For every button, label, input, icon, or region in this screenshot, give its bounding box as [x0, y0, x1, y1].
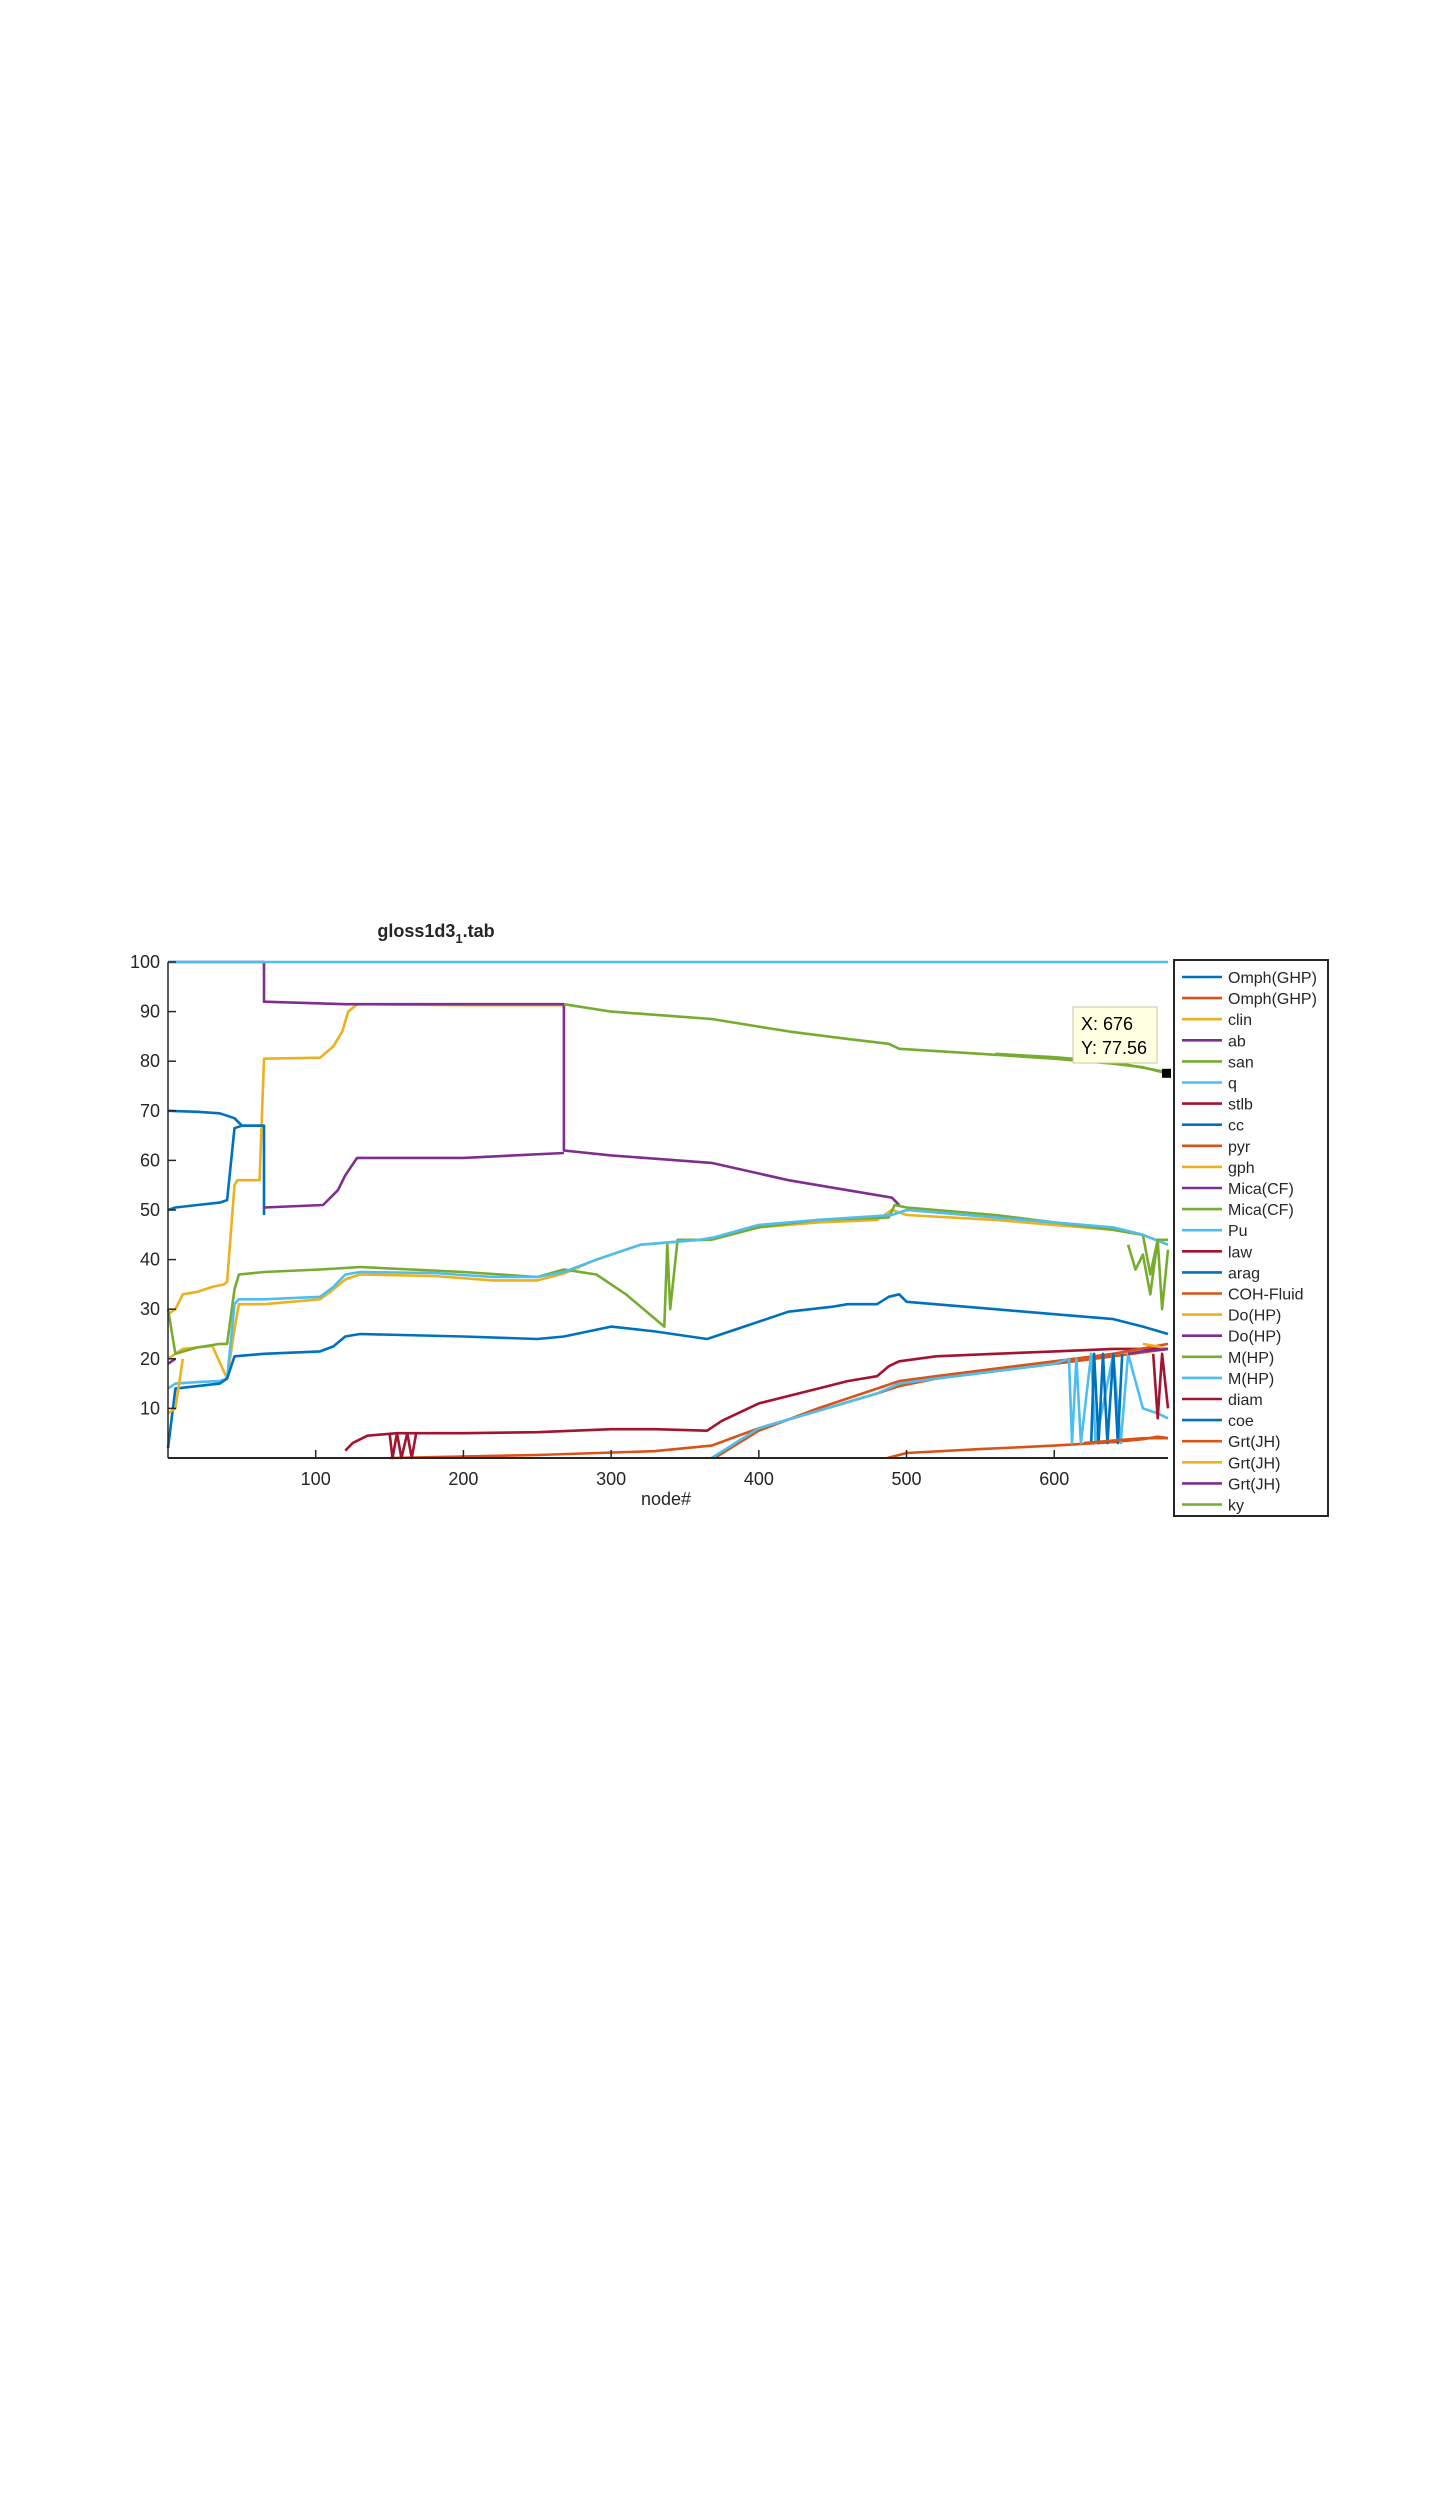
series-line-15 — [166, 1293, 1169, 1449]
series-layer — [166, 960, 1170, 1460]
y-tick-label: 40 — [140, 1250, 160, 1270]
series-line-7 — [344, 1347, 1168, 1452]
series-line-18 — [167, 1357, 177, 1365]
legend-label-9: pyr — [1228, 1139, 1251, 1156]
legend-label-5: san — [1228, 1054, 1254, 1071]
datatip-y: Y: 77.56 — [1081, 1038, 1147, 1058]
y-tick-label: 80 — [140, 1051, 160, 1071]
datatip-marker — [1162, 1068, 1172, 1078]
legend-label-22: coe — [1228, 1413, 1254, 1430]
x-ticks: 100 200 300 400 500 600 — [301, 1450, 1069, 1489]
series-line-3 — [167, 1002, 564, 1316]
datatip-x: X: 676 — [1081, 1014, 1133, 1034]
y-tick-label: 50 — [140, 1200, 160, 1220]
series-line-4 — [168, 960, 901, 1206]
datatip-box — [1072, 1006, 1158, 1064]
datatip[interactable]: X: 676 Y: 77.56 — [1072, 1006, 1172, 1078]
y-tick-label: 10 — [140, 1398, 160, 1418]
x-axis-label: node# — [641, 1489, 691, 1509]
series-line-25 — [1127, 1347, 1169, 1356]
chart-title-suffix: .tab — [463, 921, 495, 941]
y-tick-label: 30 — [140, 1299, 160, 1319]
legend-label-23: Grt(JH) — [1228, 1434, 1280, 1451]
series-line-21 — [1151, 1352, 1170, 1420]
legend-label-20: M(HP) — [1228, 1371, 1274, 1388]
legend-label-13: Pu — [1228, 1223, 1248, 1240]
legend-label-8: cc — [1228, 1118, 1244, 1135]
legend-label-17: Do(HP) — [1228, 1308, 1281, 1325]
legend-box — [1173, 959, 1329, 1517]
y-tick-label: 70 — [140, 1101, 160, 1121]
y-tick-label: 100 — [130, 952, 160, 972]
chart-title-main: gloss1d3 — [377, 921, 455, 941]
y-tick-label: 90 — [140, 1002, 160, 1022]
legend-label-26: ky — [1228, 1498, 1244, 1515]
legend-label-18: Do(HP) — [1228, 1329, 1281, 1346]
plot-area — [168, 962, 1168, 1458]
y-ticks: 10 20 30 40 50 60 70 80 90 100 — [130, 952, 176, 1418]
series-line-22 — [1089, 1352, 1124, 1445]
series-line-11 — [263, 1151, 564, 1209]
legend-label-11: Mica(CF) — [1228, 1181, 1294, 1198]
legend-label-15: arag — [1228, 1265, 1260, 1282]
x-tick-label: 300 — [596, 1469, 626, 1489]
legend[interactable]: Omph(GHP) Omph(GHP) clin ab san q stlb cc pyr gph… — [1173, 959, 1329, 1517]
x-tick-label: 600 — [1039, 1469, 1069, 1489]
legend-label-3: clin — [1228, 1012, 1252, 1029]
legend-label-16: COH-Fluid — [1228, 1287, 1304, 1304]
x-tick-label: 500 — [892, 1469, 922, 1489]
y-tick-label: 20 — [140, 1349, 160, 1369]
legend-label-25: Grt(JH) — [1228, 1476, 1280, 1493]
legend-items: Omph(GHP) Omph(GHP) clin ab san q stlb cc pyr gph… — [1182, 970, 1317, 1515]
series-line-20 — [710, 1352, 1169, 1460]
x-tick-label: 200 — [448, 1469, 478, 1489]
legend-label-7: stlb — [1228, 1097, 1253, 1114]
legend-label-1: Omph(GHP) — [1228, 970, 1317, 987]
legend-label-12: Mica(CF) — [1228, 1202, 1294, 1219]
chart-title: gloss1d31.tab — [377, 921, 494, 946]
legend-label-6: q — [1228, 1076, 1237, 1093]
legend-label-21: diam — [1228, 1392, 1263, 1409]
legend-label-4: ab — [1228, 1033, 1246, 1050]
series-line-19 — [1126, 1238, 1170, 1311]
legend-label-19: M(HP) — [1228, 1350, 1274, 1367]
legend-label-24: Grt(JH) — [1228, 1455, 1280, 1472]
series-line-23 — [1083, 1436, 1168, 1445]
series-line-13 — [167, 1208, 1169, 1390]
chart-title-subscript: 1 — [455, 931, 462, 946]
series-line-8 — [167, 1124, 264, 1212]
legend-label-14: law — [1228, 1244, 1252, 1261]
y-tick-label: 60 — [140, 1150, 160, 1170]
legend-label-10: gph — [1228, 1160, 1255, 1177]
x-tick-label: 100 — [301, 1469, 331, 1489]
x-tick-label: 400 — [744, 1469, 774, 1489]
legend-label-2: Omph(GHP) — [1228, 991, 1317, 1008]
